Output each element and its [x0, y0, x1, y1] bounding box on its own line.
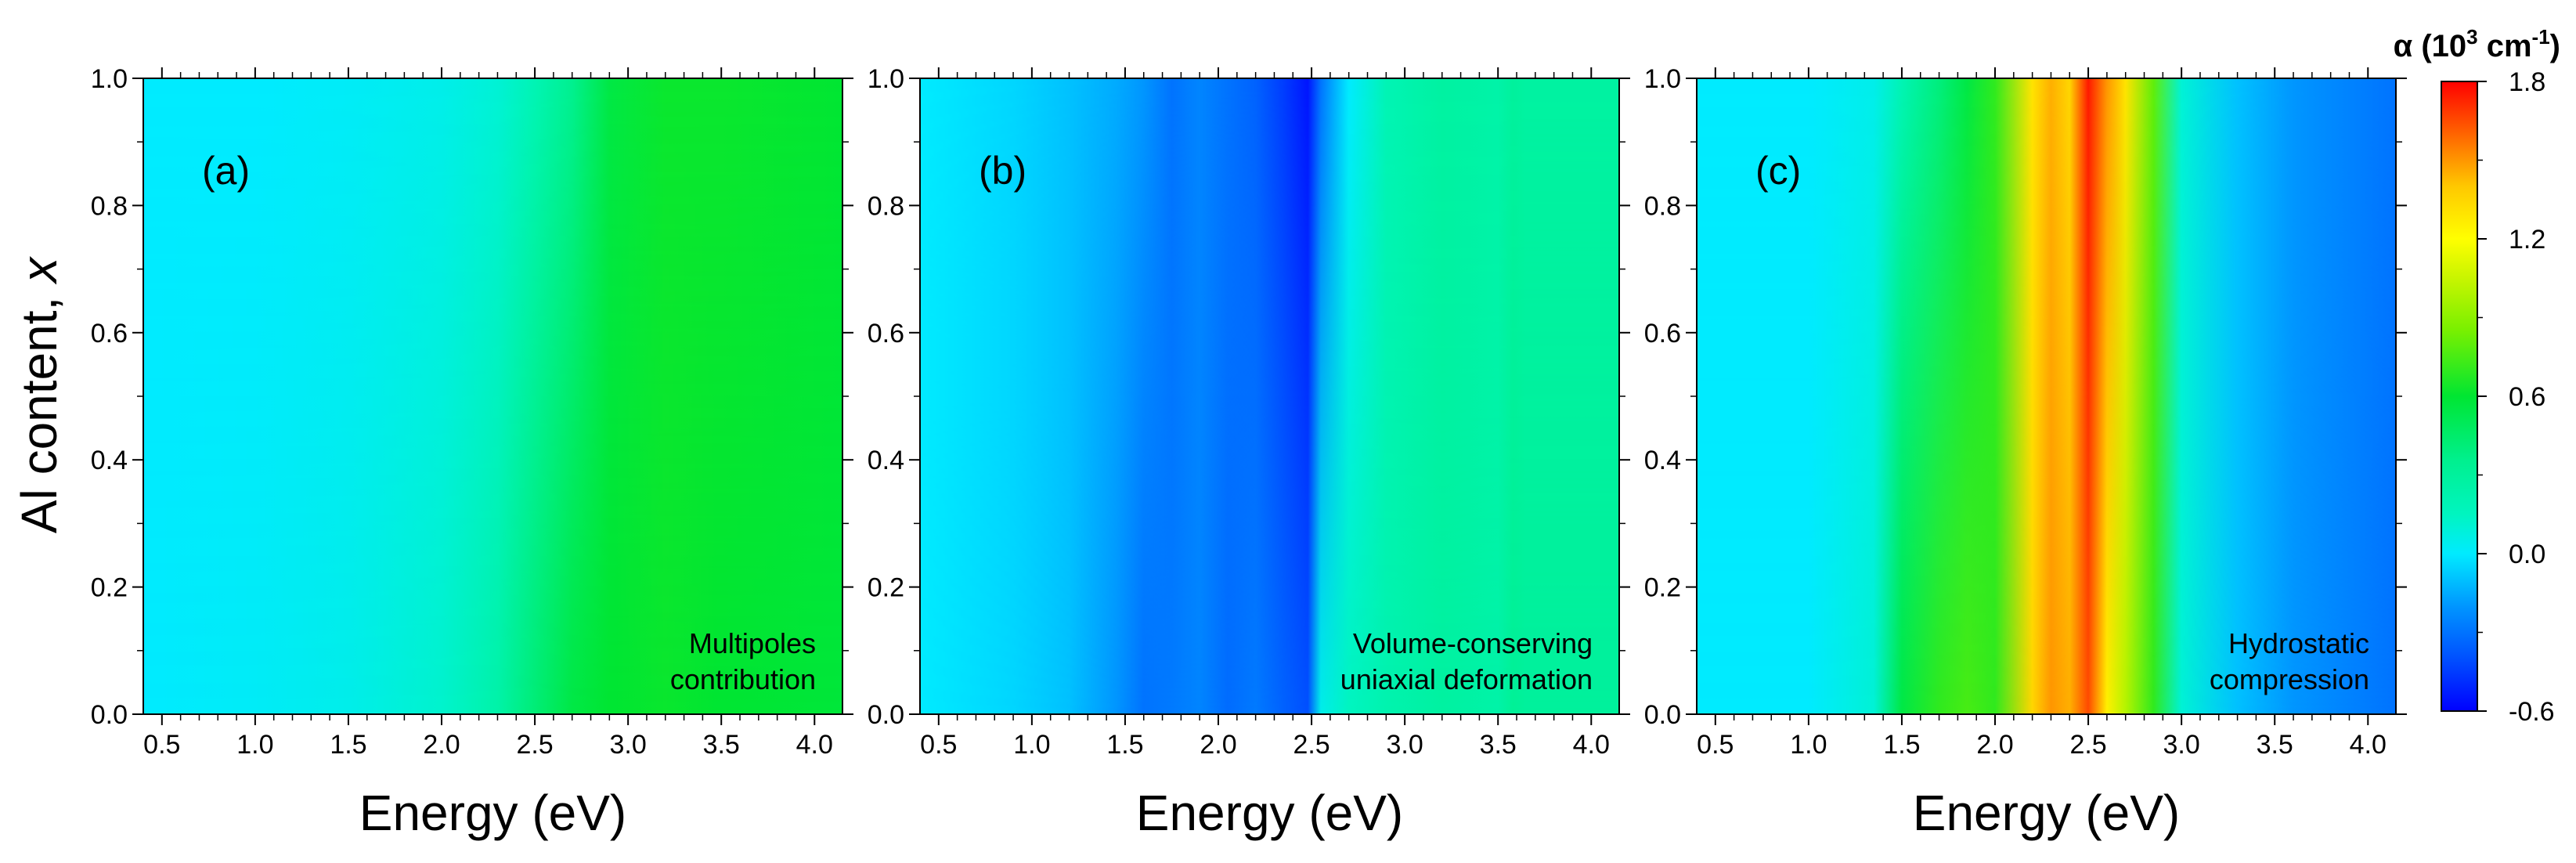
x-tick-label: 2.5 [1293, 730, 1329, 760]
x-tick-label: 3.5 [1480, 730, 1517, 760]
x-tick-label: 4.0 [1573, 730, 1610, 760]
x-tick-label: 2.0 [1976, 730, 2013, 760]
y-tick-label: 0.6 [91, 319, 128, 348]
x-tick-label: 2.5 [516, 730, 553, 760]
y-tick-label: 0.0 [91, 700, 128, 730]
y-tick-label: 0.8 [91, 191, 128, 221]
heatmap-field-high-x [1697, 78, 2396, 714]
y-tick-label: 0.4 [1644, 446, 1681, 475]
y-axis-title-variable: x [11, 256, 67, 285]
y-tick-label: 1.0 [868, 64, 904, 94]
x-axis-title: Energy (eV) [1136, 785, 1403, 841]
colorbar-tick-label: 0.0 [2509, 540, 2545, 569]
colorbar-gradient [2441, 81, 2478, 712]
x-tick-label: 1.0 [236, 730, 273, 760]
panel-annotation-line: Multipoles [689, 627, 816, 659]
y-axis-title: Al content, x [11, 256, 67, 533]
y-tick-label: 1.0 [91, 64, 128, 94]
x-tick-label: 1.5 [1106, 730, 1143, 760]
y-tick-label: 0.0 [868, 700, 904, 730]
panel-a: 0.5 1.0 1.5 2.0 2.5 3.0 3.5 4.0 0.0 0.2 0.4 0.6 0.8 1… [91, 64, 853, 841]
panel-label: (c) [1755, 149, 1801, 193]
x-tick-label: 0.5 [920, 730, 957, 760]
colorbar-title-mid: cm [2478, 29, 2532, 63]
panel-c: 0.5 1.0 1.5 2.0 2.5 3.0 3.5 4.0 0.0 0.2 0.4 0.6 0.8 1… [1644, 64, 2407, 841]
y-tick-label: 0.4 [868, 446, 904, 475]
y-tick-label: 0.6 [868, 319, 904, 348]
x-axis-title: Energy (eV) [359, 785, 626, 841]
x-tick-label: 3.5 [703, 730, 740, 760]
y-tick-label: 0.8 [1644, 191, 1681, 221]
heatmap-field-high-x [143, 78, 842, 714]
y-tick-label: 0.6 [1644, 319, 1681, 348]
y-tick-label: 0.2 [868, 573, 904, 603]
x-axis-title: Energy (eV) [1913, 785, 2180, 841]
x-tick-label: 0.5 [1697, 730, 1734, 760]
x-tick-label: 3.0 [610, 730, 647, 760]
panel-annotation-line: Hydrostatic [2228, 627, 2369, 659]
colorbar-title-prefix: α (10 [2394, 29, 2467, 63]
x-tick-label: 4.0 [2350, 730, 2387, 760]
colorbar-tick-label: -0.6 [2509, 697, 2555, 727]
y-tick-label: 0.2 [1644, 573, 1681, 603]
heatmap-field-high-x [920, 78, 1619, 714]
panel-label: (b) [979, 149, 1026, 193]
x-tick-label: 2.0 [1200, 730, 1236, 760]
y-tick-label: 0.0 [1644, 700, 1681, 730]
x-tick-label: 0.5 [143, 730, 180, 760]
colorbar-tick-label: 1.8 [2509, 67, 2545, 97]
x-tick-label: 3.0 [2163, 730, 2200, 760]
colorbar-title-sup2: -1 [2532, 25, 2550, 49]
x-tick-label: 1.5 [1883, 730, 1920, 760]
y-tick-label: 0.2 [91, 573, 128, 603]
panel-annotation-line: Volume-conserving [1353, 627, 1593, 659]
x-tick-label: 1.0 [1013, 730, 1050, 760]
x-tick-label: 3.0 [1387, 730, 1423, 760]
y-tick-label: 1.0 [1644, 64, 1681, 94]
x-tick-label: 3.5 [2257, 730, 2293, 760]
y-axis-title-prefix: Al content, [11, 283, 67, 533]
colorbar-tick-label: 0.6 [2509, 382, 2545, 412]
panel-label: (a) [202, 149, 250, 193]
panel-annotation-line: contribution [670, 663, 816, 695]
panel-annotation-line: compression [2210, 663, 2369, 695]
colorbar-title: α (103 cm-1) [2394, 25, 2560, 63]
x-tick-label: 2.5 [2069, 730, 2106, 760]
y-tick-label: 0.8 [868, 191, 904, 221]
colorbar-title-sup1: 3 [2466, 25, 2477, 49]
panel-b: 0.5 1.0 1.5 2.0 2.5 3.0 3.5 4.0 0.0 0.2 0.4 0.6 0.8 1… [868, 64, 1630, 841]
colorbar-title-suffix: ) [2550, 29, 2560, 63]
colorbar: 1.8 1.2 0.6 0.0 -0.6 [2441, 67, 2555, 727]
x-tick-label: 2.0 [423, 730, 460, 760]
colorbar-tick-label: 1.2 [2509, 225, 2545, 255]
panel-annotation-line: uniaxial deformation [1340, 663, 1593, 695]
x-tick-label: 4.0 [796, 730, 833, 760]
x-tick-label: 1.0 [1790, 730, 1827, 760]
x-tick-label: 1.5 [330, 730, 366, 760]
y-tick-label: 0.4 [91, 446, 128, 475]
